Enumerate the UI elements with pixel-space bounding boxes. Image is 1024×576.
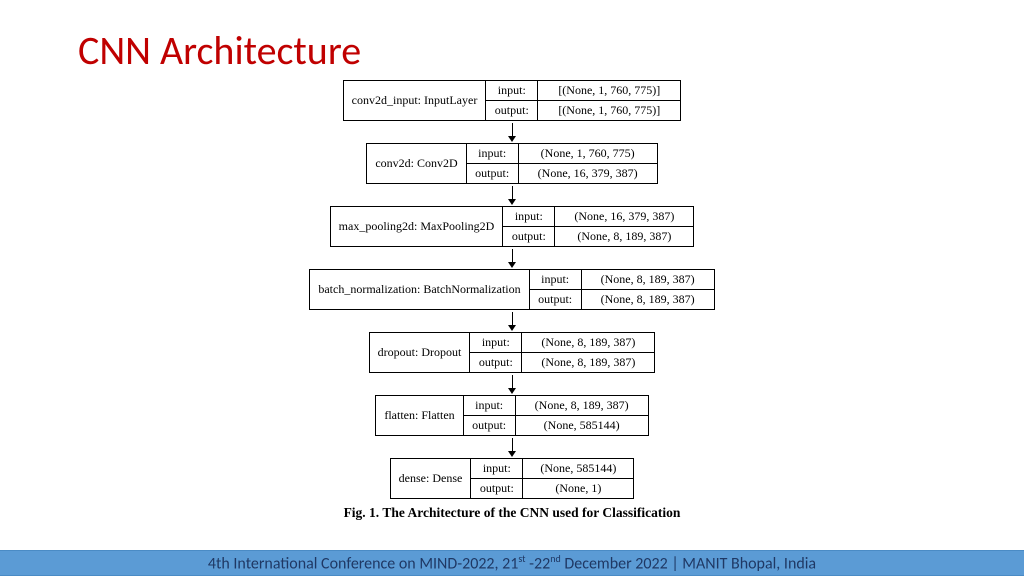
io-label-input: input: (530, 270, 582, 289)
layer-name: batch_normalization: BatchNormalization (310, 270, 529, 309)
layer-name: conv2d_input: InputLayer (344, 81, 487, 120)
footer-suffix: December 2022 | MANIT Bhopal, India (561, 555, 816, 574)
io-label-input: input: (467, 144, 519, 163)
io-value-output: [(None, 1, 760, 775)] (538, 101, 680, 120)
io-value-input: (None, 1, 760, 775) (519, 144, 657, 163)
io-label-output: output: (467, 164, 519, 183)
io-value-output: (None, 8, 189, 387) (555, 227, 693, 246)
layer-node: conv2d_input: InputLayerinput:[(None, 1,… (343, 80, 682, 121)
layer-node: dropout: Dropoutinput:(None, 8, 189, 387… (369, 332, 656, 373)
arrow-down-icon (512, 438, 513, 452)
io-label-output: output: (470, 353, 522, 372)
footer-banner: 4th International Conference on MIND-202… (0, 550, 1024, 576)
page-title: CNN Architecture (78, 26, 361, 75)
layer-node: max_pooling2d: MaxPooling2Dinput:(None, … (330, 206, 695, 247)
layer-node: batch_normalization: BatchNormalizationi… (309, 269, 714, 310)
io-label-input: input: (503, 207, 555, 226)
io-value-input: (None, 585144) (523, 459, 633, 478)
io-label-output: output: (471, 479, 523, 498)
footer-sup2: nd (550, 552, 561, 565)
footer-text: 4th International Conference on MIND-202… (208, 555, 518, 574)
layer-node: flatten: Flatteninput:(None, 8, 189, 387… (375, 395, 648, 436)
io-value-output: (None, 585144) (516, 416, 648, 435)
footer-mid: -22 (526, 555, 551, 574)
io-value-input: (None, 8, 189, 387) (516, 396, 648, 415)
io-label-input: input: (464, 396, 516, 415)
architecture-diagram: conv2d_input: InputLayerinput:[(None, 1,… (0, 80, 1024, 521)
io-label-input: input: (471, 459, 523, 478)
figure-caption: Fig. 1. The Architecture of the CNN used… (344, 505, 681, 521)
io-label-output: output: (486, 101, 538, 120)
arrow-down-icon (512, 312, 513, 326)
io-value-input: (None, 8, 189, 387) (522, 333, 654, 352)
io-label-input: input: (470, 333, 522, 352)
footer-sup1: st (518, 552, 525, 565)
io-value-output: (None, 1) (523, 479, 633, 498)
layer-name: dropout: Dropout (370, 333, 471, 372)
io-value-output: (None, 16, 379, 387) (519, 164, 657, 183)
arrow-down-icon (512, 186, 513, 200)
io-label-output: output: (530, 290, 582, 309)
io-label-output: output: (464, 416, 516, 435)
layer-name: conv2d: Conv2D (367, 144, 466, 183)
arrow-down-icon (512, 375, 513, 389)
layer-node: conv2d: Conv2Dinput:(None, 1, 760, 775)o… (366, 143, 657, 184)
io-value-input: (None, 16, 379, 387) (555, 207, 693, 226)
io-label-output: output: (503, 227, 555, 246)
layer-name: max_pooling2d: MaxPooling2D (331, 207, 504, 246)
io-value-output: (None, 8, 189, 387) (582, 290, 714, 309)
io-label-input: input: (486, 81, 538, 100)
arrow-down-icon (512, 249, 513, 263)
io-value-input: (None, 8, 189, 387) (582, 270, 714, 289)
layer-name: flatten: Flatten (376, 396, 463, 435)
arrow-down-icon (512, 123, 513, 137)
layer-node: dense: Denseinput:(None, 585144)output:(… (390, 458, 635, 499)
layer-name: dense: Dense (391, 459, 472, 498)
io-value-output: (None, 8, 189, 387) (522, 353, 654, 372)
io-value-input: [(None, 1, 760, 775)] (538, 81, 680, 100)
